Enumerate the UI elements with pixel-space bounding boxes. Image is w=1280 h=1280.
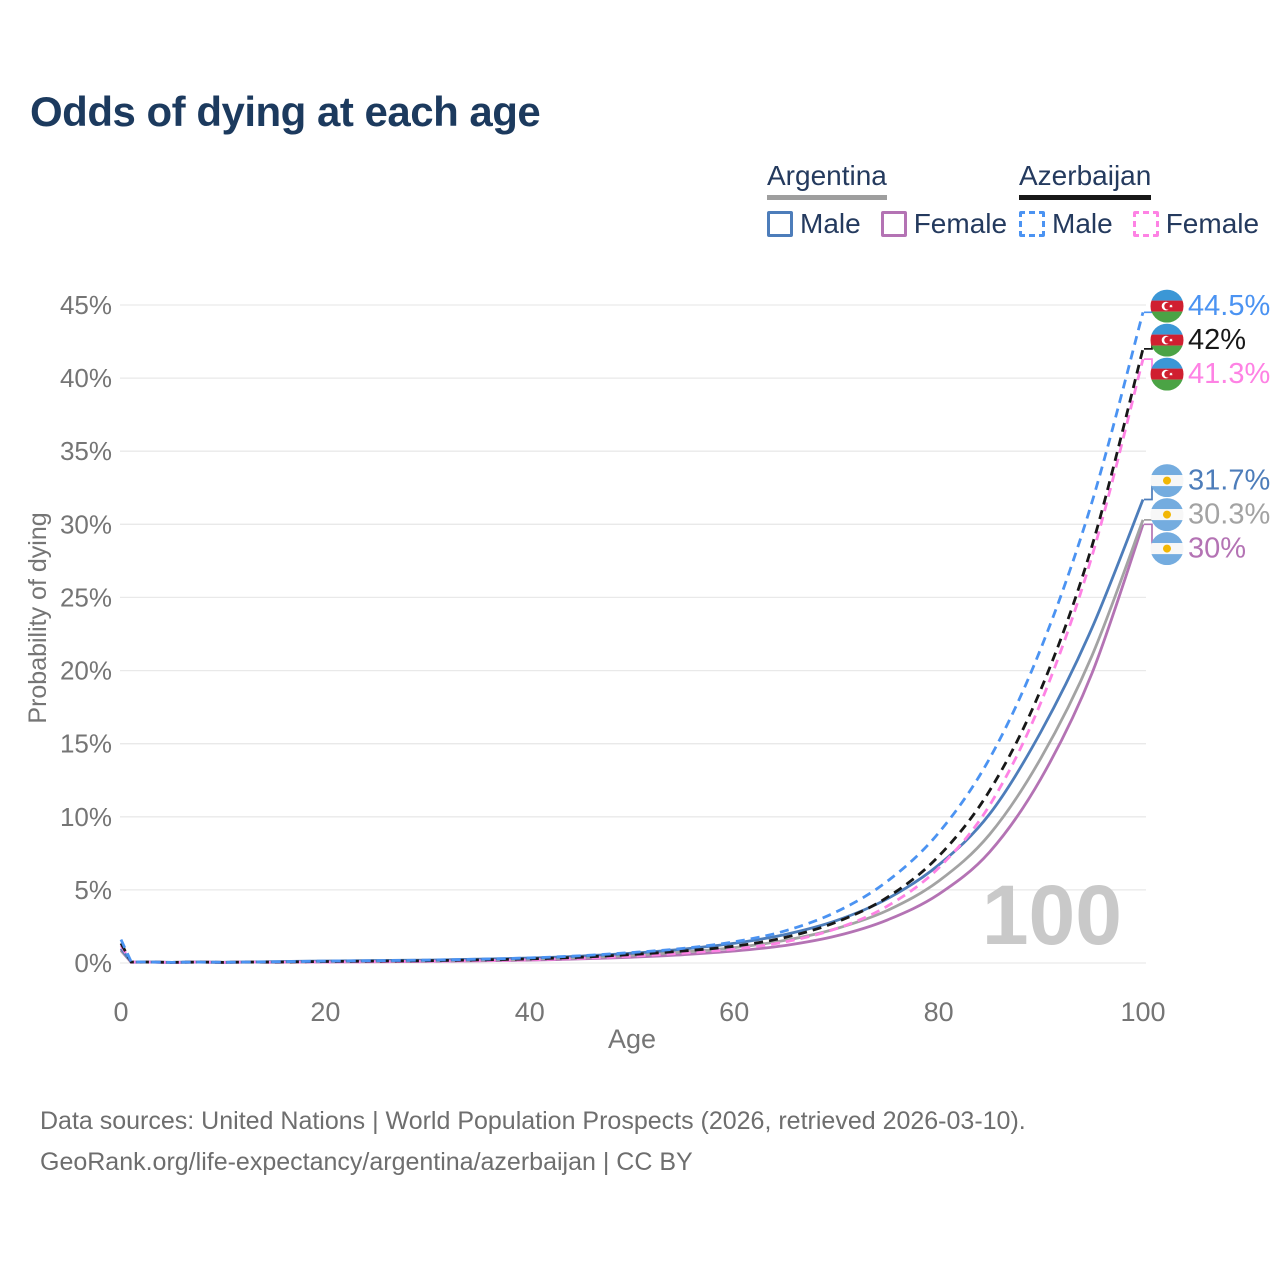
curve-azerbaijan-male[interactable] [119,311,1145,964]
y-tick-45: 45% [60,290,112,320]
end-label-argentina-female: 30% [1188,533,1246,565]
age-indicator-watermark: 100 [982,868,1122,962]
chart-title: Odds of dying at each age [30,88,541,135]
y-tick-40: 40% [60,363,112,393]
legend-country-argentina[interactable]: Argentina [767,160,887,200]
argentina-female-swatch-icon [880,211,907,237]
legend-group-argentina: Argentina Male Female [767,160,1007,240]
legend-row-azerbaijan: Male Female [1019,208,1259,240]
y-axis-title: Probability of dying [24,512,52,723]
azerbaijan-flag-icon [1151,290,1184,323]
y-tick-10: 10% [60,802,112,832]
azerbaijan-male-swatch-icon [1019,211,1045,237]
x-axis-title: Age [608,1024,656,1054]
legend-row-argentina: Male Female [767,208,1007,240]
legend-label-azerbaijan-male: Male [1052,208,1113,239]
legend-group-azerbaijan: Azerbaijan Male Female [1019,160,1259,240]
y-tick-15: 15% [60,729,112,759]
x-tick-40: 40 [515,997,545,1027]
azerbaijan-female-swatch-icon [1132,211,1159,237]
x-tick-20: 20 [310,997,340,1027]
argentina-flag-icon [1151,498,1184,531]
y-tick-30: 30% [60,509,112,539]
argentina-flag-icon [1151,464,1184,497]
end-label-argentina-male: 31.7% [1188,465,1270,497]
legend-item-argentina-female[interactable]: Female [880,208,1008,240]
legend-label-argentina-male: Male [800,208,861,239]
end-label-argentina-both-sexes: 30.3% [1188,499,1270,531]
end-label-azerbaijan-male: 44.5% [1188,290,1270,322]
argentina-male-swatch-icon [767,211,793,237]
curve-azerbaijan-both-sexes[interactable] [119,348,1145,964]
legend-item-azerbaijan-male[interactable]: Male [1019,208,1113,240]
legend-label-argentina-female: Female [913,208,1008,239]
argentina-flag-icon [1151,532,1184,565]
footer: Data sources: United Nations | World Pop… [40,1101,1026,1183]
legend-country-azerbaijan[interactable]: Azerbaijan [1019,160,1152,200]
y-tick-0: 0% [74,948,112,978]
legend-label-azerbaijan-female: Female [1165,208,1260,239]
x-tick-0: 0 [113,997,128,1027]
x-tick-80: 80 [924,997,954,1027]
legend-item-azerbaijan-female[interactable]: Female [1132,208,1260,240]
y-tick-25: 25% [60,582,112,612]
azerbaijan-flag-icon [1151,358,1184,391]
end-label-azerbaijan-female: 41.3% [1188,358,1270,390]
data-source-note: Data sources: United Nations | World Pop… [40,1107,1026,1135]
legend-item-argentina-male[interactable]: Male [767,208,861,240]
x-tick-60: 60 [719,997,749,1027]
y-tick-20: 20% [60,656,112,686]
y-tick-35: 35% [60,436,112,466]
azerbaijan-flag-icon [1151,324,1184,357]
y-tick-5: 5% [74,875,112,905]
attribution-note: GeoRank.org/life-expectancy/argentina/az… [40,1148,693,1176]
end-label-azerbaijan-both-sexes: 42% [1188,324,1246,356]
x-tick-100: 100 [1120,997,1165,1027]
